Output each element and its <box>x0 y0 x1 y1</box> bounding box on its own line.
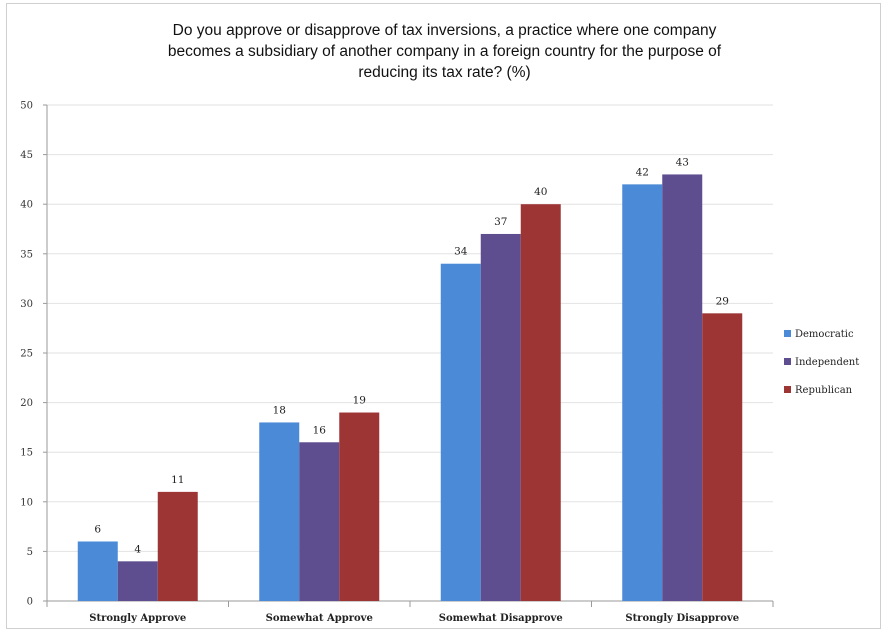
y-tick-label: 50 <box>20 101 33 112</box>
y-tick-label: 25 <box>20 349 33 360</box>
bar <box>520 204 561 601</box>
data-label: 29 <box>716 295 729 307</box>
y-tick-label: 30 <box>20 299 33 310</box>
data-label: 37 <box>494 216 507 228</box>
legend: Democratic Independent Republican <box>784 329 859 396</box>
legend-label: Republican <box>795 385 853 396</box>
x-tick-label: Somewhat Approve <box>266 613 373 624</box>
legend-label: Independent <box>795 357 859 368</box>
y-tick-label: 5 <box>27 547 33 558</box>
y-tick-label: 35 <box>20 249 33 260</box>
data-label: 16 <box>313 424 327 436</box>
bar <box>299 442 340 601</box>
data-label: 34 <box>454 246 468 258</box>
legend-label: Democratic <box>795 329 854 340</box>
data-label: 11 <box>171 474 184 486</box>
chart-title-line-3: reducing its tax rate? (%) <box>358 64 531 81</box>
bar <box>77 541 118 601</box>
y-tick-label: 20 <box>20 398 33 409</box>
x-tick-label: Somewhat Disapprove <box>439 613 563 624</box>
y-tick-label: 10 <box>20 497 33 508</box>
x-axis: Strongly Approve Somewhat Approve Somewhat… <box>46 601 774 624</box>
bar <box>702 313 743 601</box>
chart-title-line-2: becomes a subsidiary of another company … <box>167 43 722 60</box>
data-label: 18 <box>273 404 286 416</box>
data-label: 4 <box>134 543 141 555</box>
y-tick-label: 15 <box>20 448 33 459</box>
x-tick-label: Strongly Approve <box>89 613 186 624</box>
chart-title: Do you approve or disapprove of tax inve… <box>7 20 882 83</box>
bars: 6 4 11 18 16 19 34 37 40 42 43 29 <box>77 156 743 602</box>
legend-swatch <box>784 358 791 365</box>
bar <box>480 233 521 601</box>
bar <box>259 422 300 601</box>
data-label: 42 <box>636 166 649 178</box>
legend-swatch <box>784 386 791 393</box>
bar <box>662 174 703 601</box>
y-tick-label: 0 <box>27 597 33 608</box>
bar <box>339 412 380 601</box>
data-label: 6 <box>94 523 101 535</box>
y-axis: 0 5 10 15 20 25 30 35 40 45 50 <box>20 101 48 608</box>
y-tick-label: 40 <box>20 200 33 211</box>
bar <box>117 561 158 601</box>
data-label: 19 <box>353 395 366 407</box>
chart-title-line-1: Do you approve or disapprove of tax inve… <box>172 22 717 39</box>
bar <box>157 491 198 601</box>
data-label: 43 <box>676 156 689 168</box>
data-label: 40 <box>534 186 547 198</box>
x-tick-label: Strongly Disapprove <box>625 613 739 624</box>
bar <box>622 184 663 602</box>
legend-swatch <box>784 330 791 337</box>
bar <box>440 263 481 601</box>
y-tick-label: 45 <box>20 150 33 161</box>
